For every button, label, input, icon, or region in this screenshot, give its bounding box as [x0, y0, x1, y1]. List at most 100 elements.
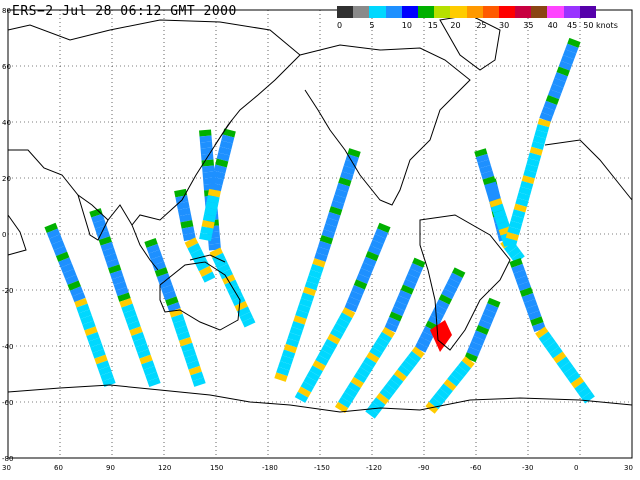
- swath-segment: [550, 83, 564, 94]
- swath-segment: [161, 284, 175, 295]
- legend-label: 15: [427, 21, 438, 30]
- swath-segment: [534, 129, 548, 139]
- swath-segment: [171, 313, 185, 324]
- latitude-label: -80: [2, 455, 13, 463]
- swath-segment: [98, 236, 112, 246]
- swath-segment: [323, 223, 337, 233]
- swath-segment: [451, 267, 466, 279]
- swath-segment: [419, 331, 434, 343]
- swath-segment: [477, 159, 491, 169]
- swath-segment: [49, 234, 63, 245]
- swath-segment: [179, 213, 193, 223]
- longitude-label: 60: [54, 464, 63, 472]
- swath-segment: [109, 269, 124, 280]
- swath-segment: [521, 175, 535, 185]
- swath-segment: [306, 370, 320, 382]
- swath-segment: [215, 158, 229, 168]
- swath-segment: [336, 182, 350, 193]
- swath-segment: [494, 214, 509, 225]
- swath-segment: [436, 388, 450, 401]
- swath-segment: [182, 232, 196, 242]
- latitude-label: 20: [2, 175, 11, 183]
- swath-segment: [175, 325, 189, 335]
- longitude-label: -180: [262, 464, 278, 472]
- swath-segment: [300, 381, 315, 393]
- swath-segment: [297, 386, 312, 398]
- swath-segment: [581, 391, 595, 404]
- swath-segment: [202, 171, 215, 179]
- swath-segment: [372, 341, 386, 354]
- swath-segment: [163, 290, 177, 301]
- swath-segment: [212, 170, 226, 180]
- swath-segment: [397, 364, 411, 377]
- swath-segment: [210, 176, 224, 186]
- swath-segment: [512, 209, 526, 219]
- swath-segment: [148, 249, 162, 260]
- swath-segment: [139, 354, 153, 365]
- swath-segment: [330, 200, 345, 210]
- swath-segment: [327, 333, 341, 345]
- swath-segment: [324, 338, 338, 350]
- high-wind-area: [430, 320, 452, 352]
- swath-segment: [199, 232, 213, 242]
- swath-segment: [372, 234, 386, 245]
- swath-segment: [330, 328, 344, 340]
- longitude-label: 30: [624, 464, 633, 472]
- swath-segment: [414, 341, 429, 353]
- swath-segment: [80, 315, 94, 325]
- swath-segment: [549, 346, 563, 359]
- swath-segment: [427, 315, 442, 327]
- swath-segment: [384, 322, 398, 333]
- swath-segment: [98, 366, 112, 376]
- swath-segment: [363, 356, 377, 369]
- swath-segment: [400, 284, 414, 295]
- swath-segment: [217, 263, 231, 274]
- swath-segment: [229, 290, 243, 301]
- swath-segment: [523, 298, 538, 309]
- swath-segment: [276, 366, 290, 377]
- swath-segment: [383, 383, 397, 396]
- swath-segment: [366, 351, 380, 364]
- swath-segment: [428, 397, 442, 410]
- swath-segment: [480, 314, 494, 325]
- swath-segment: [374, 228, 389, 239]
- swath-segment: [209, 182, 223, 192]
- swath-segment: [302, 286, 317, 297]
- swath-segment: [530, 316, 544, 327]
- swath-segment: [409, 263, 424, 274]
- swath-segment: [299, 298, 313, 308]
- swath-segment: [518, 186, 532, 196]
- swath-segment: [321, 344, 335, 356]
- swath-segment: [473, 330, 487, 341]
- swath-segment: [449, 272, 463, 284]
- swath-segment: [315, 354, 329, 366]
- swath-segment: [505, 232, 519, 241]
- swath-segment: [489, 198, 503, 208]
- legend-swatch: [353, 6, 370, 18]
- swath-segment: [482, 308, 496, 319]
- swath-segment: [133, 337, 147, 348]
- legend-label: 35: [523, 21, 534, 30]
- swath-segment: [523, 169, 537, 179]
- legend-label: 25: [476, 21, 487, 30]
- swath-segment: [439, 383, 453, 396]
- swath-segment: [446, 277, 461, 289]
- swath-segment: [117, 292, 131, 302]
- coastline-path: [299, 44, 471, 206]
- latitude-label: 0: [2, 231, 6, 239]
- swath-segment: [310, 263, 324, 274]
- latitude-label: 40: [2, 119, 11, 127]
- swath-segment: [188, 365, 202, 376]
- swath-segment: [125, 315, 139, 325]
- swath-segment: [458, 360, 472, 373]
- legend-label: 45: [567, 21, 578, 30]
- swath-segment: [386, 378, 400, 391]
- swath-segment: [475, 324, 490, 336]
- swath-segment: [347, 148, 361, 158]
- swath-segment: [201, 220, 215, 229]
- swath-segment: [55, 251, 70, 262]
- swath-segment: [556, 356, 570, 369]
- legend-swatch: [337, 6, 354, 18]
- swath-segment: [558, 60, 573, 71]
